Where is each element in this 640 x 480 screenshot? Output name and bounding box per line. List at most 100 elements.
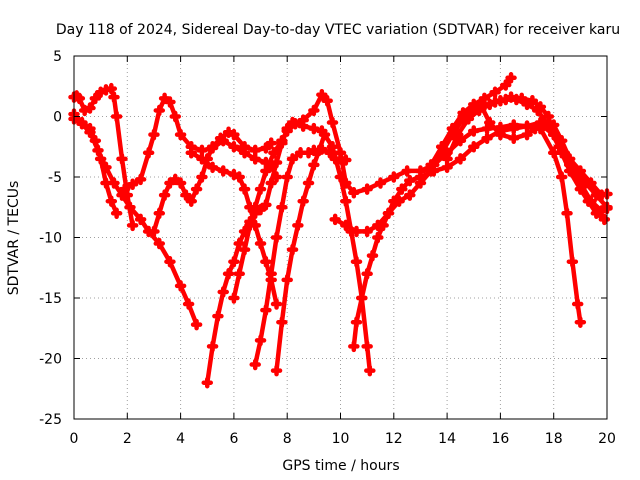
data-point [286, 243, 299, 256]
data-point [249, 153, 261, 165]
data-point [153, 207, 166, 220]
data-point [118, 183, 131, 195]
data-point [100, 161, 112, 174]
data-point [260, 142, 272, 154]
data-point [499, 79, 512, 91]
data-point [350, 316, 363, 328]
data-point [142, 147, 155, 159]
data-point [249, 144, 261, 157]
data-point [185, 147, 198, 159]
data-point [214, 132, 227, 145]
data-point [521, 98, 533, 111]
data-point [265, 268, 277, 280]
data-point [268, 147, 280, 159]
data-point [169, 110, 182, 123]
data-point [233, 171, 245, 183]
data-point [270, 364, 283, 377]
data-point [401, 165, 413, 177]
data-point [206, 161, 219, 174]
data-point [441, 153, 453, 165]
data-point [361, 268, 373, 280]
data-point [364, 364, 376, 377]
x-tick-label: 8 [283, 431, 292, 447]
data-point [174, 128, 187, 141]
data-point [571, 298, 584, 310]
series-arc-1 [68, 82, 139, 232]
data-point [260, 255, 272, 268]
data-point [356, 292, 368, 304]
data-point [340, 195, 352, 207]
series-arc-8 [185, 147, 283, 310]
data-point [84, 126, 96, 138]
y-tick-label: -25 [39, 412, 62, 428]
data-point [334, 171, 347, 183]
data-point [196, 153, 208, 165]
data-point [308, 104, 320, 117]
data-point [105, 82, 118, 95]
data-point [388, 171, 400, 183]
data-point [505, 72, 517, 84]
data-point [76, 118, 88, 130]
data-point [270, 156, 283, 169]
data-point [574, 177, 587, 189]
data-point [499, 93, 512, 106]
chart-title: Day 118 of 2024, Sidereal Day-to-day VTE… [56, 22, 620, 38]
data-point [489, 96, 501, 108]
data-point [254, 334, 267, 347]
x-tick-label: 18 [545, 431, 563, 447]
data-point [452, 128, 464, 141]
data-point [134, 173, 147, 186]
data-point [238, 141, 251, 153]
data-point [270, 231, 283, 244]
data-point [206, 340, 219, 353]
data-point [326, 141, 339, 153]
series-arc-5 [148, 126, 277, 238]
data-point [308, 159, 320, 171]
data-point [265, 137, 277, 149]
data-point [382, 207, 395, 220]
data-point [478, 99, 491, 112]
data-point [228, 128, 240, 141]
data-point [260, 304, 272, 316]
data-point [348, 340, 360, 353]
data-point [481, 122, 493, 135]
data-point [374, 177, 387, 189]
x-tick-label: 20 [598, 431, 616, 447]
data-point [254, 237, 267, 250]
data-point [158, 189, 171, 201]
data-point [292, 219, 304, 232]
data-point [212, 310, 224, 322]
data-point [566, 255, 579, 268]
data-point [270, 298, 283, 310]
data-point [190, 183, 203, 195]
data-point [396, 183, 408, 195]
y-tick-label: -20 [39, 352, 62, 368]
data-point [174, 280, 187, 292]
data-point [542, 110, 555, 123]
data-point [116, 153, 128, 165]
y-tick-label: -10 [39, 231, 62, 247]
x-tick-label: 14 [438, 431, 456, 447]
y-tick-label: 0 [53, 110, 62, 126]
x-tick-label: 10 [332, 431, 350, 447]
data-point [563, 159, 576, 171]
data-point [510, 93, 523, 106]
data-point [276, 134, 288, 147]
data-point [531, 104, 544, 117]
series-arc-2 [68, 108, 123, 220]
data-point [233, 237, 245, 250]
data-point [153, 237, 166, 250]
data-point [507, 122, 520, 135]
data-point [521, 128, 533, 141]
data-point [281, 274, 293, 286]
data-point [446, 122, 459, 135]
data-point [483, 116, 496, 129]
data-point [238, 183, 251, 195]
data-point [340, 154, 352, 166]
data-point [414, 177, 427, 189]
x-tick-label: 16 [491, 431, 509, 447]
data-point [529, 122, 541, 135]
data-point [126, 178, 139, 191]
data-point [182, 298, 195, 310]
